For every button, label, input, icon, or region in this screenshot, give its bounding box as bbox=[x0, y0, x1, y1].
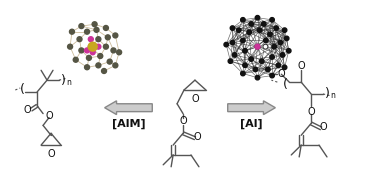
Ellipse shape bbox=[98, 54, 103, 59]
Ellipse shape bbox=[73, 57, 78, 62]
Ellipse shape bbox=[284, 36, 289, 41]
Ellipse shape bbox=[287, 49, 291, 53]
Ellipse shape bbox=[243, 63, 247, 67]
Ellipse shape bbox=[232, 53, 237, 57]
Ellipse shape bbox=[96, 44, 101, 49]
Ellipse shape bbox=[90, 50, 95, 55]
Ellipse shape bbox=[270, 55, 274, 59]
Ellipse shape bbox=[274, 26, 279, 30]
Ellipse shape bbox=[230, 26, 235, 30]
Ellipse shape bbox=[249, 57, 254, 61]
Ellipse shape bbox=[102, 69, 107, 74]
Ellipse shape bbox=[85, 29, 90, 34]
Text: (: ( bbox=[20, 83, 25, 96]
Ellipse shape bbox=[268, 32, 272, 36]
Ellipse shape bbox=[94, 27, 99, 32]
Ellipse shape bbox=[104, 44, 108, 49]
Ellipse shape bbox=[228, 59, 232, 63]
Ellipse shape bbox=[113, 33, 118, 38]
Ellipse shape bbox=[270, 73, 274, 78]
Ellipse shape bbox=[243, 49, 247, 53]
Ellipse shape bbox=[111, 48, 116, 53]
Ellipse shape bbox=[92, 22, 97, 27]
Ellipse shape bbox=[255, 44, 260, 49]
Ellipse shape bbox=[230, 40, 235, 45]
Ellipse shape bbox=[263, 44, 268, 49]
Ellipse shape bbox=[270, 18, 274, 22]
Ellipse shape bbox=[247, 30, 251, 34]
Ellipse shape bbox=[282, 65, 287, 70]
Ellipse shape bbox=[237, 28, 241, 32]
Ellipse shape bbox=[282, 28, 287, 32]
Ellipse shape bbox=[96, 37, 101, 42]
Ellipse shape bbox=[87, 55, 91, 60]
Ellipse shape bbox=[259, 59, 264, 63]
Text: O: O bbox=[47, 149, 55, 159]
Text: n: n bbox=[66, 78, 71, 87]
Ellipse shape bbox=[255, 44, 260, 49]
Ellipse shape bbox=[79, 24, 84, 28]
Text: O: O bbox=[193, 132, 201, 142]
Ellipse shape bbox=[249, 22, 254, 26]
Text: O: O bbox=[277, 69, 285, 79]
Ellipse shape bbox=[85, 65, 90, 70]
Ellipse shape bbox=[117, 50, 122, 55]
Text: O: O bbox=[307, 107, 315, 117]
Text: [Al]: [Al] bbox=[240, 118, 263, 129]
Ellipse shape bbox=[255, 15, 260, 20]
Ellipse shape bbox=[79, 48, 84, 53]
Ellipse shape bbox=[85, 48, 90, 53]
Ellipse shape bbox=[241, 38, 245, 43]
Ellipse shape bbox=[266, 67, 270, 72]
Ellipse shape bbox=[113, 63, 118, 68]
Text: (: ( bbox=[282, 78, 287, 91]
Text: O: O bbox=[297, 61, 305, 71]
Ellipse shape bbox=[88, 42, 97, 51]
Ellipse shape bbox=[107, 59, 112, 64]
Text: [AlM]: [AlM] bbox=[112, 118, 145, 129]
Ellipse shape bbox=[88, 37, 93, 42]
Text: O: O bbox=[319, 122, 327, 132]
Ellipse shape bbox=[253, 67, 258, 72]
Ellipse shape bbox=[272, 44, 276, 49]
Ellipse shape bbox=[280, 53, 285, 57]
Text: O: O bbox=[179, 116, 187, 127]
Ellipse shape bbox=[105, 35, 110, 40]
Text: ): ) bbox=[325, 87, 330, 100]
Text: O: O bbox=[45, 111, 53, 121]
Text: O: O bbox=[191, 94, 199, 104]
Ellipse shape bbox=[255, 75, 260, 80]
Ellipse shape bbox=[278, 40, 283, 45]
Ellipse shape bbox=[262, 22, 266, 26]
FancyArrow shape bbox=[228, 101, 275, 115]
Ellipse shape bbox=[68, 44, 73, 49]
Ellipse shape bbox=[77, 37, 82, 42]
Ellipse shape bbox=[88, 44, 93, 49]
Ellipse shape bbox=[257, 28, 262, 32]
Ellipse shape bbox=[104, 25, 108, 30]
Ellipse shape bbox=[224, 42, 228, 47]
Ellipse shape bbox=[263, 38, 268, 43]
Text: n: n bbox=[330, 91, 335, 100]
Ellipse shape bbox=[276, 63, 280, 67]
Text: ): ) bbox=[61, 74, 66, 87]
Text: O: O bbox=[23, 105, 31, 115]
Ellipse shape bbox=[241, 18, 245, 22]
FancyArrow shape bbox=[105, 101, 152, 115]
Ellipse shape bbox=[70, 29, 74, 34]
Ellipse shape bbox=[241, 71, 245, 76]
Ellipse shape bbox=[96, 63, 101, 68]
